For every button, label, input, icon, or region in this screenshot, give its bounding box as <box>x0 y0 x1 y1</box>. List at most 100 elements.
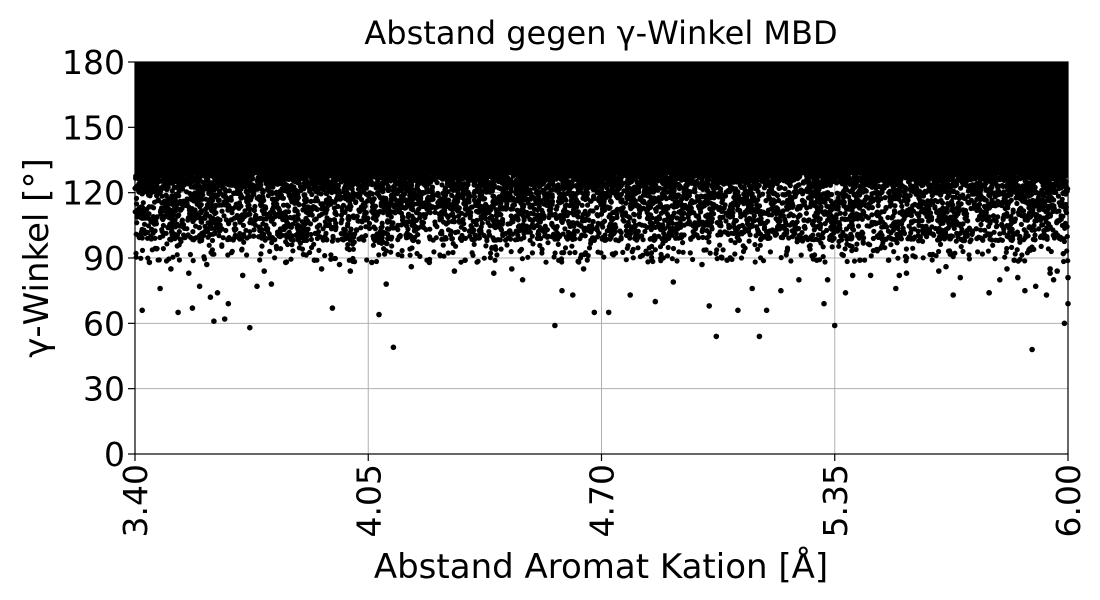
data-point <box>1018 221 1024 227</box>
data-point <box>626 233 632 239</box>
dense-point-region <box>135 62 1068 176</box>
data-point <box>784 198 791 204</box>
data-point <box>765 207 772 213</box>
data-point <box>152 199 158 205</box>
data-point <box>388 198 394 204</box>
data-point <box>963 178 970 184</box>
data-point <box>912 201 918 207</box>
data-point <box>901 230 908 237</box>
data-point <box>806 217 812 223</box>
data-point <box>247 229 253 235</box>
data-point <box>253 212 259 218</box>
data-point <box>279 232 285 238</box>
data-point <box>976 234 982 240</box>
data-point <box>1008 213 1014 219</box>
data-point <box>215 197 221 204</box>
data-point <box>578 189 584 195</box>
data-point <box>317 222 323 228</box>
data-point <box>362 211 368 217</box>
data-point <box>164 211 170 217</box>
data-point <box>467 215 473 221</box>
data-point <box>415 181 421 187</box>
data-point <box>209 237 216 244</box>
data-point <box>375 209 381 215</box>
data-point <box>944 209 950 215</box>
data-point <box>294 208 300 214</box>
data-point <box>652 187 658 194</box>
data-point <box>682 205 688 211</box>
data-point <box>635 180 641 186</box>
data-point <box>1000 216 1006 222</box>
data-point <box>971 191 977 197</box>
data-point <box>728 230 734 236</box>
data-point <box>708 200 714 206</box>
data-point <box>686 176 693 182</box>
data-point <box>160 222 166 229</box>
data-point <box>811 218 817 224</box>
data-point <box>707 192 713 198</box>
data-point <box>920 230 926 236</box>
data-point <box>535 212 541 218</box>
data-point <box>917 191 924 197</box>
data-point <box>145 223 152 229</box>
data-point <box>159 193 165 199</box>
data-point <box>338 220 344 226</box>
data-point <box>723 218 729 224</box>
data-point <box>573 183 579 189</box>
data-point <box>803 210 810 216</box>
data-point <box>870 173 876 179</box>
data-point <box>702 193 708 199</box>
data-point <box>631 218 637 224</box>
data-point <box>942 229 949 235</box>
data-point <box>897 229 903 235</box>
data-point <box>808 197 814 203</box>
data-point <box>486 232 493 238</box>
data-point <box>508 188 514 194</box>
data-point <box>1010 236 1016 242</box>
data-point <box>397 232 403 239</box>
data-point <box>857 187 863 193</box>
data-point <box>874 220 880 226</box>
data-point <box>447 205 453 211</box>
data-point <box>301 227 307 233</box>
data-point <box>440 176 446 182</box>
data-point <box>220 235 226 241</box>
data-point <box>565 229 572 235</box>
data-point <box>456 219 463 225</box>
data-point <box>380 195 386 201</box>
data-point <box>720 197 726 203</box>
data-point <box>205 234 211 240</box>
data-point <box>969 229 976 235</box>
data-point <box>717 229 723 235</box>
data-point <box>363 233 369 239</box>
data-point <box>732 217 738 224</box>
data-point <box>387 202 393 208</box>
data-point <box>701 203 707 209</box>
data-point <box>1060 190 1066 196</box>
data-point <box>392 172 398 178</box>
data-point <box>875 203 881 209</box>
data-point <box>503 230 509 237</box>
data-point <box>958 185 964 191</box>
data-point <box>282 184 288 190</box>
data-point <box>340 231 347 237</box>
data-point <box>607 198 614 204</box>
data-point <box>690 223 696 229</box>
data-point <box>927 226 933 233</box>
data-point <box>582 208 588 214</box>
data-point <box>169 232 175 238</box>
data-point <box>462 212 468 218</box>
data-point <box>787 194 793 200</box>
data-point <box>984 217 990 223</box>
data-point <box>529 233 535 239</box>
data-point <box>1028 214 1034 220</box>
data-point <box>666 218 672 224</box>
data-point <box>263 216 269 222</box>
data-point <box>911 226 918 232</box>
data-point <box>964 231 970 237</box>
data-point <box>334 172 340 178</box>
data-point <box>335 237 341 243</box>
data-point <box>208 194 214 200</box>
data-point <box>1024 182 1030 188</box>
data-point <box>686 218 692 224</box>
